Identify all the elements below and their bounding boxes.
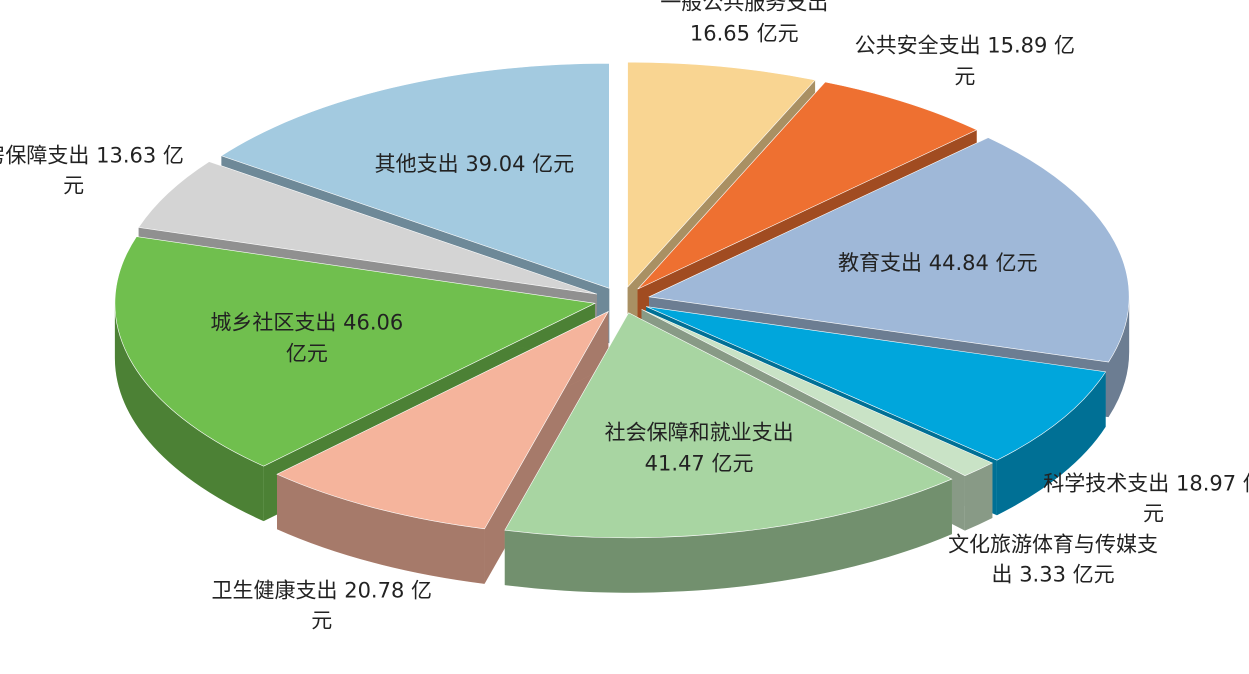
slice-side — [277, 474, 485, 584]
label-text: 20.78 亿元 — [311, 578, 432, 633]
slice-side — [504, 479, 952, 593]
slice-label: 文化旅游体育与传媒支出 3.33 亿元 — [938, 529, 1168, 590]
label-text: 住房保障支出 — [0, 143, 90, 168]
label-text: 3.33 亿元 — [1019, 562, 1115, 587]
slice-label: 教育支出 44.84 亿元 — [838, 248, 1038, 278]
slice-label: 公共安全支出 15.89 亿元 — [850, 31, 1080, 92]
pie-slice — [646, 306, 1107, 461]
slice-shade — [1108, 296, 1130, 418]
pie-slice — [114, 236, 596, 467]
label-text: 一般公共服务支出 — [660, 0, 829, 15]
slice-label: 住房保障支出 13.63 亿元 — [0, 140, 189, 201]
slice-label: 城乡社区支出 46.06 亿元 — [207, 308, 407, 369]
slice-label: 一般公共服务支出 16.65 亿元 — [629, 0, 859, 49]
slice-shade — [277, 474, 485, 584]
slice-side — [114, 303, 264, 522]
label-text: 卫生健康支出 — [211, 578, 338, 603]
label-text: 18.97 亿元 — [1143, 471, 1249, 526]
pie-slice — [627, 61, 816, 288]
label-text: 教育支出 — [838, 250, 923, 275]
label-text: 文化旅游体育与传媒支出 — [948, 532, 1159, 587]
slice-label: 科学技术支出 18.97 亿元 — [1039, 468, 1249, 529]
label-text: 15.89 亿元 — [954, 34, 1076, 89]
slice-shade — [996, 371, 1106, 516]
pie-slice — [637, 81, 978, 290]
label-text: 39.04 亿元 — [465, 151, 575, 176]
slice-side — [996, 371, 1106, 516]
label-text: 44.84 亿元 — [928, 250, 1038, 275]
label-text: 社会保障和就业支出 — [604, 420, 794, 445]
label-text: 城乡社区支出 — [210, 310, 337, 335]
slice-shade — [504, 479, 952, 593]
pie-slice — [220, 63, 610, 289]
label-text: 科学技术支出 — [1043, 471, 1170, 496]
pie-slice — [641, 309, 994, 477]
slice-label: 社会保障和就业支出 41.47 亿元 — [599, 418, 799, 479]
pie-slice — [504, 312, 953, 539]
label-text: 41.47 亿元 — [644, 451, 754, 476]
label-text: 16.65 亿元 — [689, 21, 799, 46]
pie-slice — [648, 137, 1130, 363]
pie-slice — [138, 161, 598, 295]
slice-shade — [114, 303, 264, 522]
slice-side — [1108, 296, 1130, 418]
label-text: 公共安全支出 — [854, 34, 981, 59]
slice-label: 卫生健康支出 20.78 亿元 — [207, 575, 437, 636]
label-text: 其他支出 — [374, 151, 459, 176]
slice-label: 其他支出 39.04 亿元 — [374, 149, 574, 179]
label-text: 13.63 亿元 — [63, 143, 184, 198]
slice-side — [964, 462, 993, 531]
pie-slice — [276, 310, 610, 530]
slice-shade — [964, 462, 993, 531]
label-text: 46.06 亿元 — [285, 310, 404, 366]
